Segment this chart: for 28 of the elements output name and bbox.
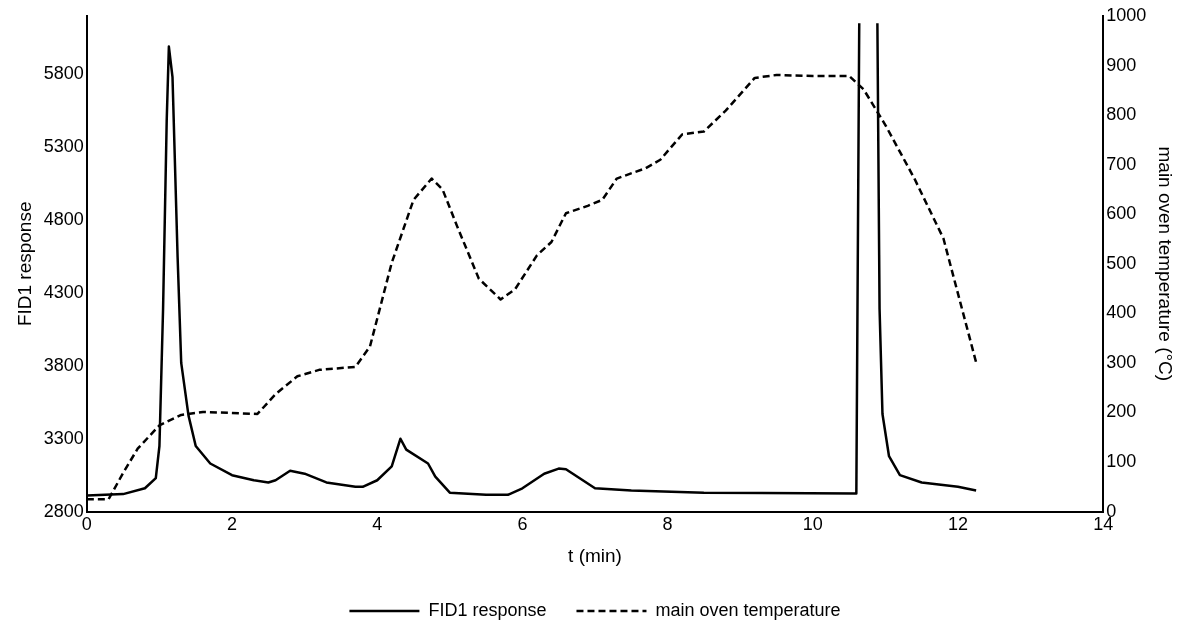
y-tick-label: 5300 <box>43 136 84 157</box>
x-tick-label: 8 <box>662 514 673 535</box>
y2-tick-label: 900 <box>1106 54 1137 75</box>
y2-tick-label: 800 <box>1106 104 1137 125</box>
x-tick-label: 12 <box>947 514 968 535</box>
y-tick-label: 2800 <box>43 500 84 521</box>
y2-tick-label: 700 <box>1106 153 1137 174</box>
y2-tick-label: 400 <box>1106 302 1137 323</box>
legend-label: FID1 response <box>428 599 547 620</box>
y2-tick-label: 100 <box>1106 451 1137 472</box>
y-axis-title: FID1 response <box>13 201 35 327</box>
x-axis-title: t (min) <box>568 544 622 566</box>
y2-tick-label: 600 <box>1106 203 1137 224</box>
y-tick-label: 3800 <box>43 354 84 375</box>
x-tick-label: 4 <box>372 514 383 535</box>
x-tick-label: 6 <box>517 514 528 535</box>
y2-tick-label: 300 <box>1106 351 1137 372</box>
y2-tick-label: 500 <box>1106 252 1137 273</box>
x-tick-label: 2 <box>227 514 238 535</box>
y2-tick-label: 1000 <box>1106 4 1147 25</box>
y2-axis-title: main oven temperature (°C) <box>1155 146 1177 382</box>
y2-tick-label: 200 <box>1106 401 1137 422</box>
x-tick-label: 10 <box>802 514 823 535</box>
y-tick-label: 3300 <box>43 427 84 448</box>
y-tick-label: 4800 <box>43 209 84 230</box>
y-tick-label: 4300 <box>43 281 84 302</box>
y-tick-label: 5800 <box>43 63 84 84</box>
legend-label: main oven temperature <box>655 599 841 620</box>
